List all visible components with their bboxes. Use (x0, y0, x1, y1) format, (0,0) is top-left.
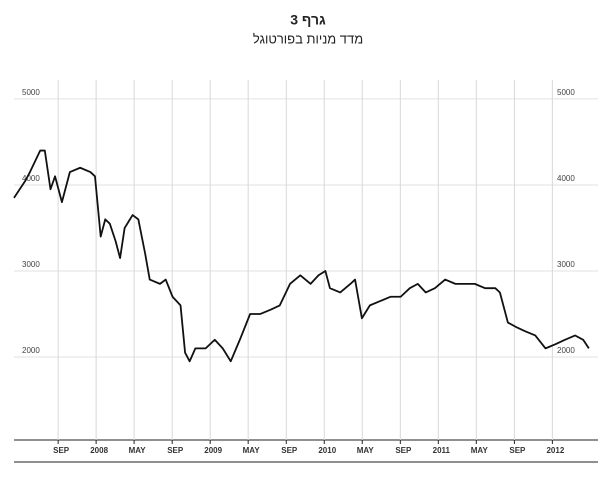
x-tick-label: SEP (281, 446, 298, 455)
x-tick-label: 2012 (546, 446, 564, 455)
y-tick-label: 4000 (22, 174, 40, 183)
y-tick-label-right: 4000 (557, 174, 575, 183)
y-tick-label: 5000 (22, 88, 40, 97)
y-tick-label-right: 5000 (557, 88, 575, 97)
y-tick-label: 2000 (22, 346, 40, 355)
x-tick-label: MAY (243, 446, 261, 455)
x-tick-label: MAY (471, 446, 489, 455)
x-tick-label: 2008 (90, 446, 108, 455)
x-tick-label: 2009 (204, 446, 222, 455)
x-tick-label: MAY (129, 446, 147, 455)
y-tick-label: 3000 (22, 260, 40, 269)
x-tick-label: SEP (395, 446, 412, 455)
y-tick-label-right: 3000 (557, 260, 575, 269)
y-tick-label-right: 2000 (557, 346, 575, 355)
x-tick-label: 2011 (433, 446, 451, 455)
line-series (13, 149, 590, 363)
chart-subtitle: מדד מניות בפורטוגל (253, 31, 363, 46)
x-tick-label: SEP (53, 446, 70, 455)
chart-title: גרף 3 (290, 12, 326, 28)
x-tick-label: MAY (357, 446, 375, 455)
x-tick-label: SEP (509, 446, 526, 455)
x-tick-label: SEP (167, 446, 184, 455)
x-tick-label: 2010 (318, 446, 336, 455)
